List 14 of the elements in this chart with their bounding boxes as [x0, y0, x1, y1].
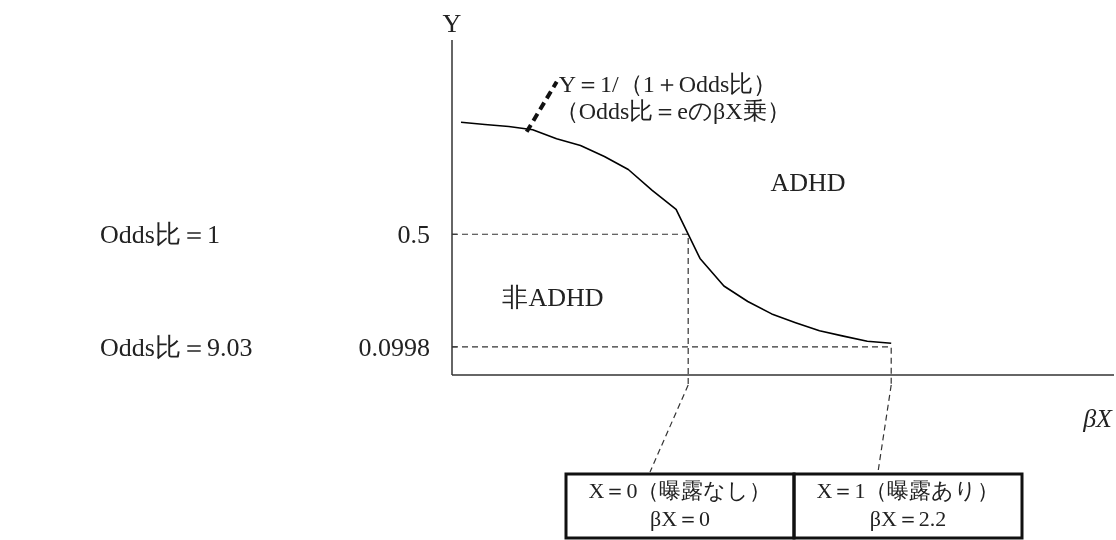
text: βX: [1082, 404, 1114, 433]
annotation: ADHD: [770, 168, 846, 197]
text: βX＝2.2: [869, 506, 947, 531]
text: X＝1（曝露あり）: [816, 478, 1000, 503]
y-axis-title: Y: [442, 9, 462, 38]
annotation: Y＝1/（1＋Odds比）: [558, 70, 778, 97]
text: Odds比＝9.03: [100, 332, 253, 362]
annotation: （Odds比＝eのβX乗）: [554, 97, 791, 124]
text: Odds比＝1: [100, 220, 220, 250]
y-tick-label: 0.5: [397, 220, 430, 250]
text: βX＝0: [649, 506, 711, 531]
y-tick-label: 0.0998: [358, 332, 430, 362]
annotation: 非ADHD: [502, 283, 604, 312]
text: X＝0（曝露なし）: [588, 478, 772, 503]
